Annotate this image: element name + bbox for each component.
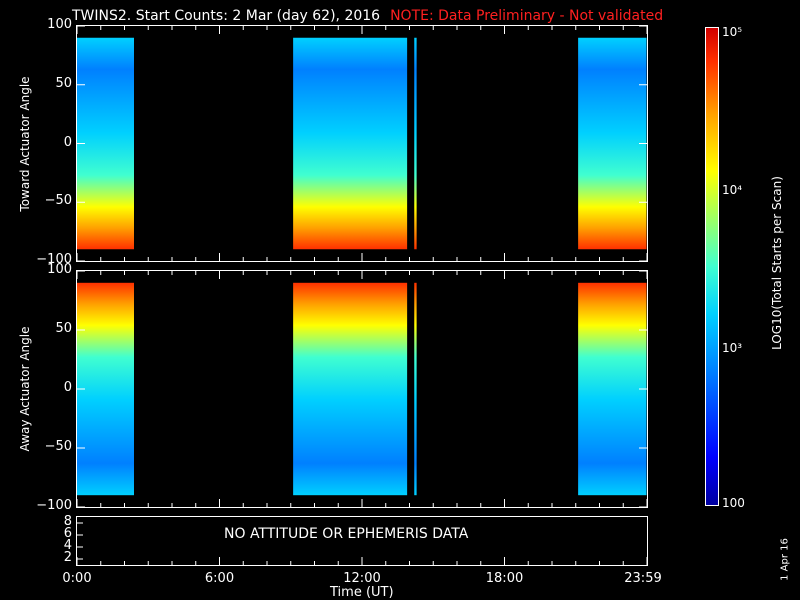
toward-angle-panel	[76, 25, 648, 262]
y-tick-label: −50	[44, 193, 72, 209]
y-tick-label: 0	[63, 134, 72, 150]
y-tick-label: 0	[63, 380, 72, 395]
preliminary-note: NOTE: Data Preliminary - Not validated	[390, 8, 664, 24]
data-block-2	[414, 282, 417, 496]
chart-title: TWINS2. Start Counts: 2 Mar (day 62), 20…	[72, 8, 663, 24]
status-y-tick-label: 6	[63, 526, 72, 541]
status-panel	[76, 516, 648, 566]
y-tick-label: 50	[55, 75, 72, 91]
x-tick-label: 0:00	[62, 571, 92, 586]
y-tick-label: −100	[36, 252, 72, 267]
colorbar-tick-1e3: 10³	[722, 341, 743, 355]
data-block-1	[293, 282, 408, 496]
away-angle-panel	[76, 270, 648, 508]
data-block-0	[77, 282, 134, 496]
y-tick-label: 100	[47, 262, 72, 277]
colorbar-tick-100: 100	[722, 496, 745, 510]
status-y-tick-label: 8	[63, 514, 72, 529]
title-text: TWINS2. Start Counts: 2 Mar (day 62), 20…	[72, 8, 381, 24]
x-tick-label: 12:00	[343, 571, 381, 586]
y-tick-label: 100	[47, 17, 72, 32]
data-block-3	[578, 282, 647, 496]
data-block-3	[578, 37, 647, 250]
y-axis-label-away: Away Actuator Angle	[18, 326, 32, 452]
status-y-tick-label: 4	[63, 538, 72, 553]
away-angle-heatmap	[76, 270, 648, 508]
x-axis-label: Time (UT)	[330, 585, 394, 600]
date-stamp: 1 Apr 16	[779, 538, 791, 581]
y-axis-label-toward: Toward Actuator Angle	[18, 76, 32, 212]
data-block-0	[77, 37, 134, 250]
x-tick-label: 23:59	[624, 571, 662, 586]
x-tick-label: 18:00	[485, 571, 524, 586]
colorbar	[705, 27, 719, 506]
data-block-2	[414, 37, 417, 250]
y-tick-label: −50	[44, 439, 72, 454]
y-tick-label: 50	[55, 321, 72, 336]
colorbar-tick-1e5: 10⁵	[722, 25, 743, 39]
colorbar-label: LOG10(Total Starts per Scan)	[770, 176, 784, 350]
y-tick-label: −100	[36, 498, 72, 513]
no-data-message: NO ATTITUDE OR EPHEMERIS DATA	[224, 526, 469, 542]
status-y-tick-label: 2	[63, 550, 72, 565]
status-plot	[76, 522, 648, 565]
toward-angle-heatmap	[76, 25, 648, 262]
data-block-1	[293, 37, 408, 250]
x-tick-label: 6:00	[204, 571, 235, 586]
colorbar-tick-1e4: 10⁴	[722, 183, 743, 197]
